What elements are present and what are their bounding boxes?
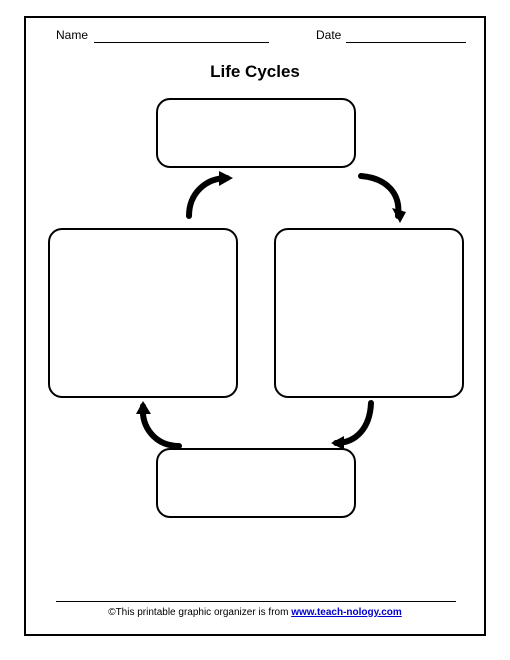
cycle-node-bottom bbox=[156, 448, 356, 518]
cycle-node-top bbox=[156, 98, 356, 168]
arrow-left-to-top bbox=[181, 168, 236, 223]
footer-link[interactable]: www.teach-nology.com bbox=[291, 607, 402, 618]
arrow-bottom-to-left bbox=[131, 398, 186, 453]
arrow-top-to-right bbox=[356, 168, 411, 223]
page-title: Life Cycles bbox=[26, 62, 484, 82]
page: Name Date Life Cycles ©This printable gr… bbox=[0, 0, 510, 660]
arrow-right-to-bottom bbox=[326, 398, 381, 453]
cycle-node-left bbox=[48, 228, 238, 398]
footer-text: ©This printable graphic organizer is fro… bbox=[108, 607, 291, 618]
date-input-line[interactable] bbox=[346, 42, 466, 43]
cycle-node-right bbox=[274, 228, 464, 398]
date-label: Date bbox=[316, 28, 341, 42]
footer-rule bbox=[56, 601, 456, 602]
footer: ©This printable graphic organizer is fro… bbox=[26, 607, 484, 618]
name-label: Name bbox=[56, 28, 88, 42]
name-input-line[interactable] bbox=[94, 42, 269, 43]
worksheet-frame: Name Date Life Cycles ©This printable gr… bbox=[24, 16, 486, 636]
